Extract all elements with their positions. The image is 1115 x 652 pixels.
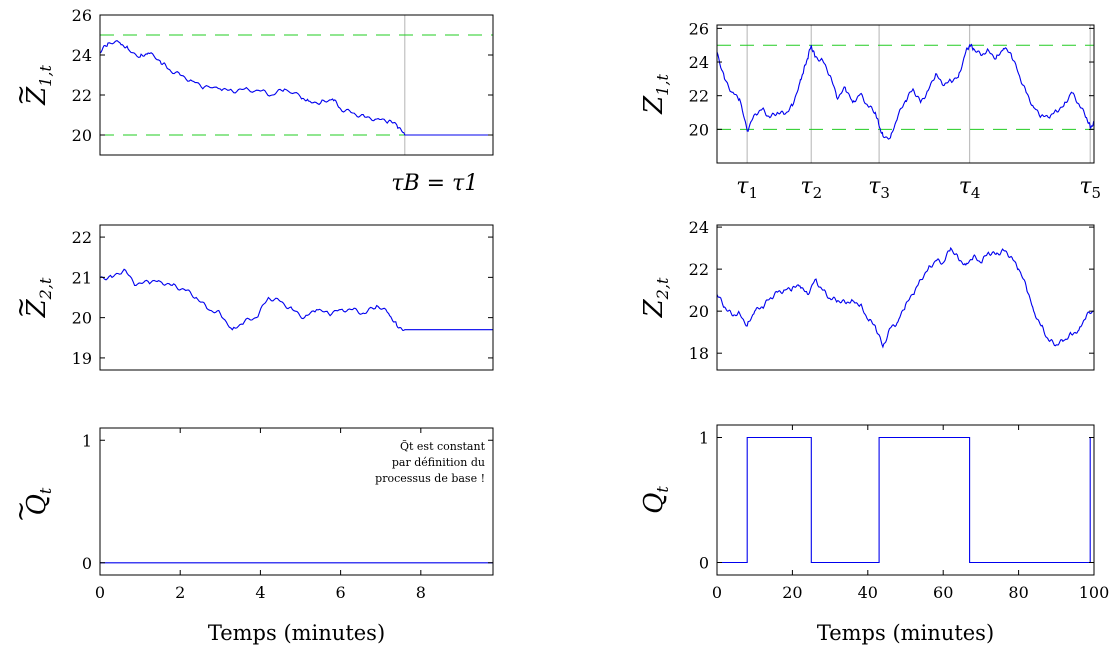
x-tick-label: 100 — [1079, 583, 1110, 602]
tau-index: 1 — [748, 184, 758, 202]
y-tick-label: 19 — [72, 349, 92, 368]
y-axis-label-tilde: ~ — [6, 501, 36, 523]
y-axis-label: Qt — [639, 486, 672, 514]
plot-frame — [717, 425, 1094, 575]
tau-index: 3 — [880, 184, 890, 202]
y-axis-label-sub: 1,t — [36, 65, 55, 87]
y-tick-label: 20 — [689, 302, 709, 321]
plot-frame — [100, 225, 493, 370]
y-axis-label-main: Q — [639, 493, 669, 514]
tau-label-4: τ5 — [1079, 174, 1101, 202]
tau-index: 2 — [813, 184, 823, 202]
series-line-0 — [717, 438, 1094, 563]
x-tick-label: 20 — [782, 583, 802, 602]
y-tick-label: 0 — [699, 554, 709, 573]
y-axis-label-sub: t — [653, 486, 672, 493]
tau-symbol: τ — [736, 174, 749, 199]
series-line-0 — [100, 269, 493, 330]
series-line-0 — [717, 248, 1094, 347]
y-tick-label: 26 — [689, 19, 709, 38]
tau-label-2: τ3 — [868, 174, 890, 202]
series-line-0 — [100, 41, 493, 135]
y-tick-label: 1 — [699, 429, 709, 448]
y-axis-label-main: Z — [639, 298, 669, 318]
y-tick-label: 1 — [82, 431, 92, 450]
annotation-line-2: processus de base ! — [375, 472, 485, 485]
tau-label-0: τ1 — [736, 174, 758, 202]
x-tick-label: 2 — [175, 583, 185, 602]
tau-symbol: τ — [959, 174, 972, 199]
tau-label-3: τ4 — [959, 174, 981, 202]
y-tick-label: 0 — [82, 554, 92, 573]
x-tick-label: 0 — [95, 583, 105, 602]
y-tick-label: 22 — [72, 228, 92, 247]
annotation-line-0: Q̃t est constant — [400, 440, 486, 453]
y-tick-label: 20 — [689, 120, 709, 139]
x-tick-label: 80 — [1008, 583, 1028, 602]
y-tick-label: 24 — [689, 53, 709, 72]
y-tick-label: 20 — [72, 309, 92, 328]
tau-symbol: τ — [1079, 174, 1092, 199]
plot-frame — [717, 25, 1094, 163]
x-tick-label: 60 — [933, 583, 953, 602]
tau-symbol: τ — [868, 174, 881, 199]
y-tick-label: 21 — [72, 268, 92, 287]
plot-frame — [100, 15, 493, 155]
y-axis-label-sub: 2,t — [653, 277, 672, 300]
x-axis-label: Temps (minutes) — [208, 621, 385, 645]
x-tick-label: 40 — [858, 583, 878, 602]
tau-b-label: τB = τ1 — [391, 171, 478, 196]
annotation-line-1: par définition du — [392, 456, 485, 469]
y-axis-label-sub: t — [36, 487, 55, 494]
tau-label-1: τ2 — [800, 174, 822, 202]
x-tick-label: 6 — [336, 583, 346, 602]
y-axis-label-sub: 2,t — [36, 277, 55, 300]
y-tick-label: 22 — [689, 87, 709, 106]
y-axis-label-sub: 1,t — [653, 74, 672, 96]
tau-symbol: τ — [800, 174, 813, 199]
tau-index: 5 — [1092, 184, 1102, 202]
y-tick-label: 22 — [689, 260, 709, 279]
x-tick-label: 8 — [416, 583, 426, 602]
y-axis-label: Z2,t — [639, 277, 672, 318]
x-tick-label: 0 — [712, 583, 722, 602]
tau-index: 4 — [971, 184, 981, 202]
y-axis-label: Z1,t — [639, 74, 672, 115]
y-axis-label-tilde: ~ — [6, 84, 36, 106]
y-tick-label: 24 — [689, 218, 709, 237]
chart-z2: 18 20 22 24 Z2,t — [639, 218, 1094, 370]
x-tick-label: 4 — [255, 583, 265, 602]
y-tick-label: 18 — [689, 344, 709, 363]
y-axis-label-main: Z — [639, 95, 669, 115]
series-line-0 — [717, 45, 1094, 140]
y-axis-label-tilde: ~ — [6, 297, 36, 319]
y-tick-label: 24 — [72, 46, 92, 65]
y-tick-label: 26 — [72, 6, 92, 25]
y-tick-label: 20 — [72, 126, 92, 145]
y-tick-label: 22 — [72, 86, 92, 105]
x-axis-label: Temps (minutes) — [817, 621, 994, 645]
